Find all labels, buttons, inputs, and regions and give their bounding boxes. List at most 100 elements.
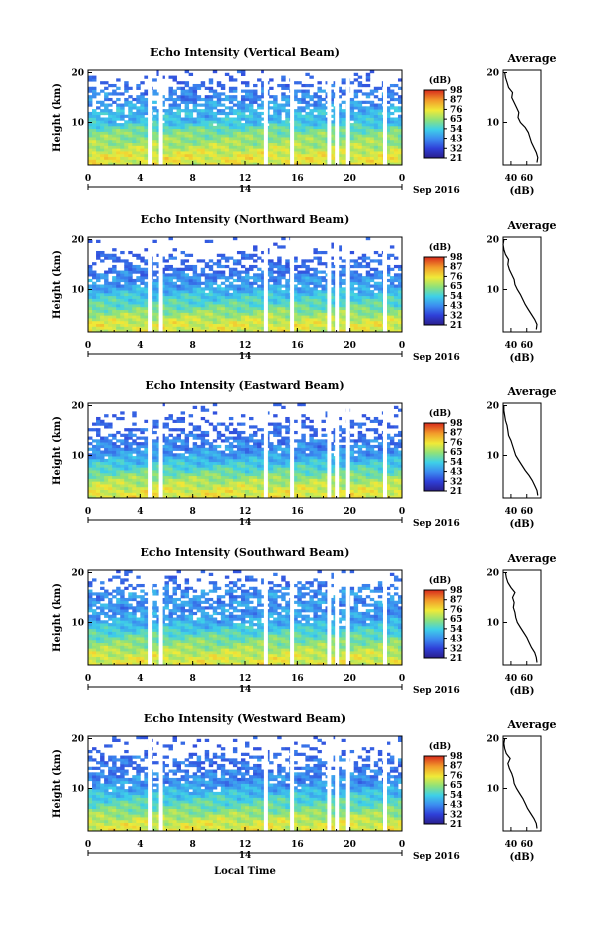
heatmap-cell [196,467,202,471]
heatmap-cell [212,142,218,146]
heatmap-cell [269,267,274,271]
heatmap-cell [236,128,242,132]
heatmap-cell [132,472,137,477]
heatmap-cell [245,284,250,288]
heatmap-cell [301,148,306,152]
heatmap-cell [249,89,254,93]
heatmap-cell [144,262,149,266]
heatmap-cell [192,467,198,471]
heatmap-cell [100,142,105,146]
colorbar-tick-label: 65 [450,115,463,125]
heatmap-cell [152,100,157,104]
heatmap-cell [285,162,290,166]
heatmap-cell [92,281,97,285]
heatmap-cell [253,312,258,316]
heatmap-cell [204,100,210,104]
heatmap-cell [140,109,145,113]
heatmap-cell [361,148,367,152]
heatmap-cell [397,139,403,144]
heatmap-cell [305,470,310,474]
heatmap-cell [313,489,318,493]
y-tick-label: 10 [71,286,84,296]
heatmap-cell [341,326,347,330]
heatmap-cell [136,304,141,308]
heatmap-cell [152,309,157,313]
heatmap-cell [301,89,306,93]
heatmap-cell [349,151,355,155]
heatmap-cell [293,284,298,288]
heatmap-cell [385,86,391,90]
heatmap-cell [144,481,149,485]
heatmap-cell [132,464,137,468]
heatmap-cell [104,304,109,308]
heatmap-cell [377,475,383,479]
heatmap-cell [196,315,202,319]
heatmap-cell [397,301,403,305]
heatmap-cell [253,276,258,280]
heatmap-cell [273,125,278,130]
heatmap-cell [200,304,206,308]
heatmap-cell [361,83,367,88]
heatmap-cell [297,301,302,305]
heatmap-cell [249,467,254,471]
heatmap-cell [188,120,194,124]
heatmap-cell [220,103,226,107]
heatmap-cell [240,320,246,325]
heatmap-cell [212,70,218,74]
heatmap-cell [100,472,105,477]
heatmap-cell [301,470,306,474]
heatmap-cell [257,320,262,325]
heatmap-cell [128,159,133,163]
heatmap-cell [180,151,186,155]
heatmap-cell [377,486,383,491]
heatmap-cell [297,478,302,482]
heatmap-cell [108,495,113,499]
heatmap-cell [389,159,395,163]
heatmap-cell [208,470,214,474]
heatmap-cell [128,475,133,479]
heatmap-cell [224,72,230,76]
heatmap-cell [140,295,145,299]
heatmap-cell [261,323,266,327]
heatmap-cell [224,309,230,313]
heatmap-cell [164,281,169,285]
heatmap-cell [301,156,306,160]
heatmap-cell [321,284,326,288]
heatmap-cell [385,95,391,99]
heatmap-cell [281,162,286,166]
heatmap-cell [285,464,290,468]
heatmap-cell [136,472,141,477]
heatmap-cell [373,139,379,144]
heatmap-cell [184,253,190,257]
heatmap-cell [184,267,190,271]
heatmap-cell [281,151,286,155]
heatmap-cell [192,106,198,110]
heatmap-cell [200,464,206,468]
heatmap-cell [184,145,190,149]
heatmap-cell [365,312,371,316]
heatmap-cell [192,100,198,104]
heatmap-cell [305,312,310,316]
heatmap-cell [128,151,133,155]
heatmap-cell [112,259,117,263]
heatmap-cell [313,290,318,294]
heatmap-cell [277,109,282,113]
heatmap-cell [180,97,186,102]
heatmap-cell [329,464,334,468]
heatmap-cell [204,295,210,299]
heatmap-cell [160,134,165,138]
heatmap-cell [136,489,141,493]
heatmap-cell [257,292,262,297]
heatmap-cell [132,151,137,155]
heatmap-cell [273,159,278,163]
heatmap-cell [377,162,383,166]
heatmap-cell [249,292,254,297]
heatmap-cell [257,256,262,260]
heatmap-cell [329,472,334,477]
heatmap-cell [172,267,177,271]
heatmap-cell [349,467,355,471]
heatmap-cell [369,92,375,96]
heatmap-cell [309,312,314,316]
heatmap-cell [232,484,238,488]
heatmap-cell [245,315,250,319]
